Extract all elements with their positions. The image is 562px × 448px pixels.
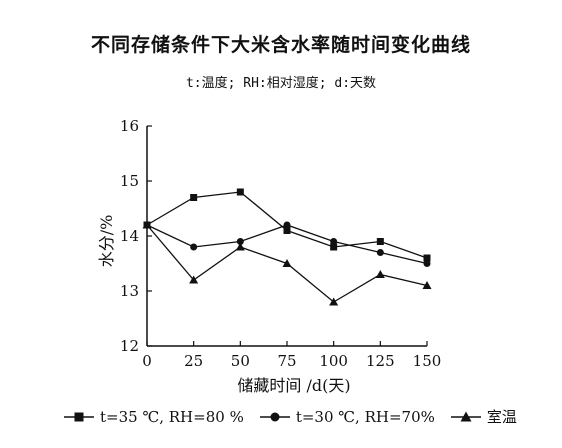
y-tick-label: 14 [120, 227, 139, 245]
data-point-triangle [189, 275, 199, 284]
y-tick-label: 16 [120, 117, 139, 135]
data-point-square [376, 238, 384, 245]
data-point-triangle [329, 297, 339, 306]
legend-marker-triangle [450, 411, 481, 421]
data-point-circle [190, 243, 198, 251]
legend-label-2: t=30 ℃, RH=70% [295, 407, 435, 426]
x-tick-label: 125 [366, 352, 395, 370]
data-point-circle [423, 260, 431, 267]
x-tick-label: 0 [142, 352, 152, 370]
legend-marker-circle [259, 412, 290, 421]
data-point-triangle [422, 281, 432, 289]
data-point-square [190, 194, 198, 201]
legend-label-1: t=35 ℃, RH=80 % [100, 407, 244, 426]
y-tick-label: 12 [120, 337, 139, 355]
x-tick-label: 50 [231, 352, 250, 370]
legend-marker-square [64, 412, 94, 421]
legend: t=35 ℃, RH=80 % t=30 ℃, RH=70% 室温 [62, 406, 531, 427]
line-chart: 12 13 14 15 16 0 25 50 75 100 125 150 储藏时间 /d(天) 水分/% [97, 117, 442, 395]
data-point-square [423, 254, 431, 262]
chart-subtitle: t:温度; RH:相对湿度; d:天数 [185, 76, 377, 91]
data-point-triangle [375, 270, 385, 278]
legend-item-3: 室温 [449, 406, 517, 427]
y-axis-label: 水分/% [97, 215, 116, 268]
data-point-square [236, 188, 244, 196]
x-axis-label: 储藏时间 /d(天) [237, 376, 350, 395]
y-tick-label: 13 [120, 282, 139, 300]
x-tick-label: 150 [413, 352, 442, 370]
x-tick-label: 100 [319, 352, 348, 370]
data-point-circle [376, 249, 384, 256]
legend-item-2: t=30 ℃, RH=70% [258, 408, 435, 426]
data-point-circle [236, 238, 244, 245]
data-point-square [283, 227, 291, 234]
data-point-circle [330, 238, 338, 245]
legend-item-1: t=35 ℃, RH=80 % [62, 408, 244, 426]
y-tick-label: 15 [120, 172, 139, 190]
data-point-triangle [235, 242, 245, 251]
data-point-circle [283, 221, 291, 229]
x-tick-label: 25 [184, 352, 203, 370]
x-tick-label: 75 [277, 352, 296, 370]
legend-label-3: 室温 [486, 408, 517, 426]
data-point-triangle [282, 259, 292, 267]
data-point-triangle [142, 220, 152, 229]
data-point-square [330, 243, 338, 251]
chart-title: 不同存储条件下大米含水率随时间变化曲线 [90, 34, 471, 56]
